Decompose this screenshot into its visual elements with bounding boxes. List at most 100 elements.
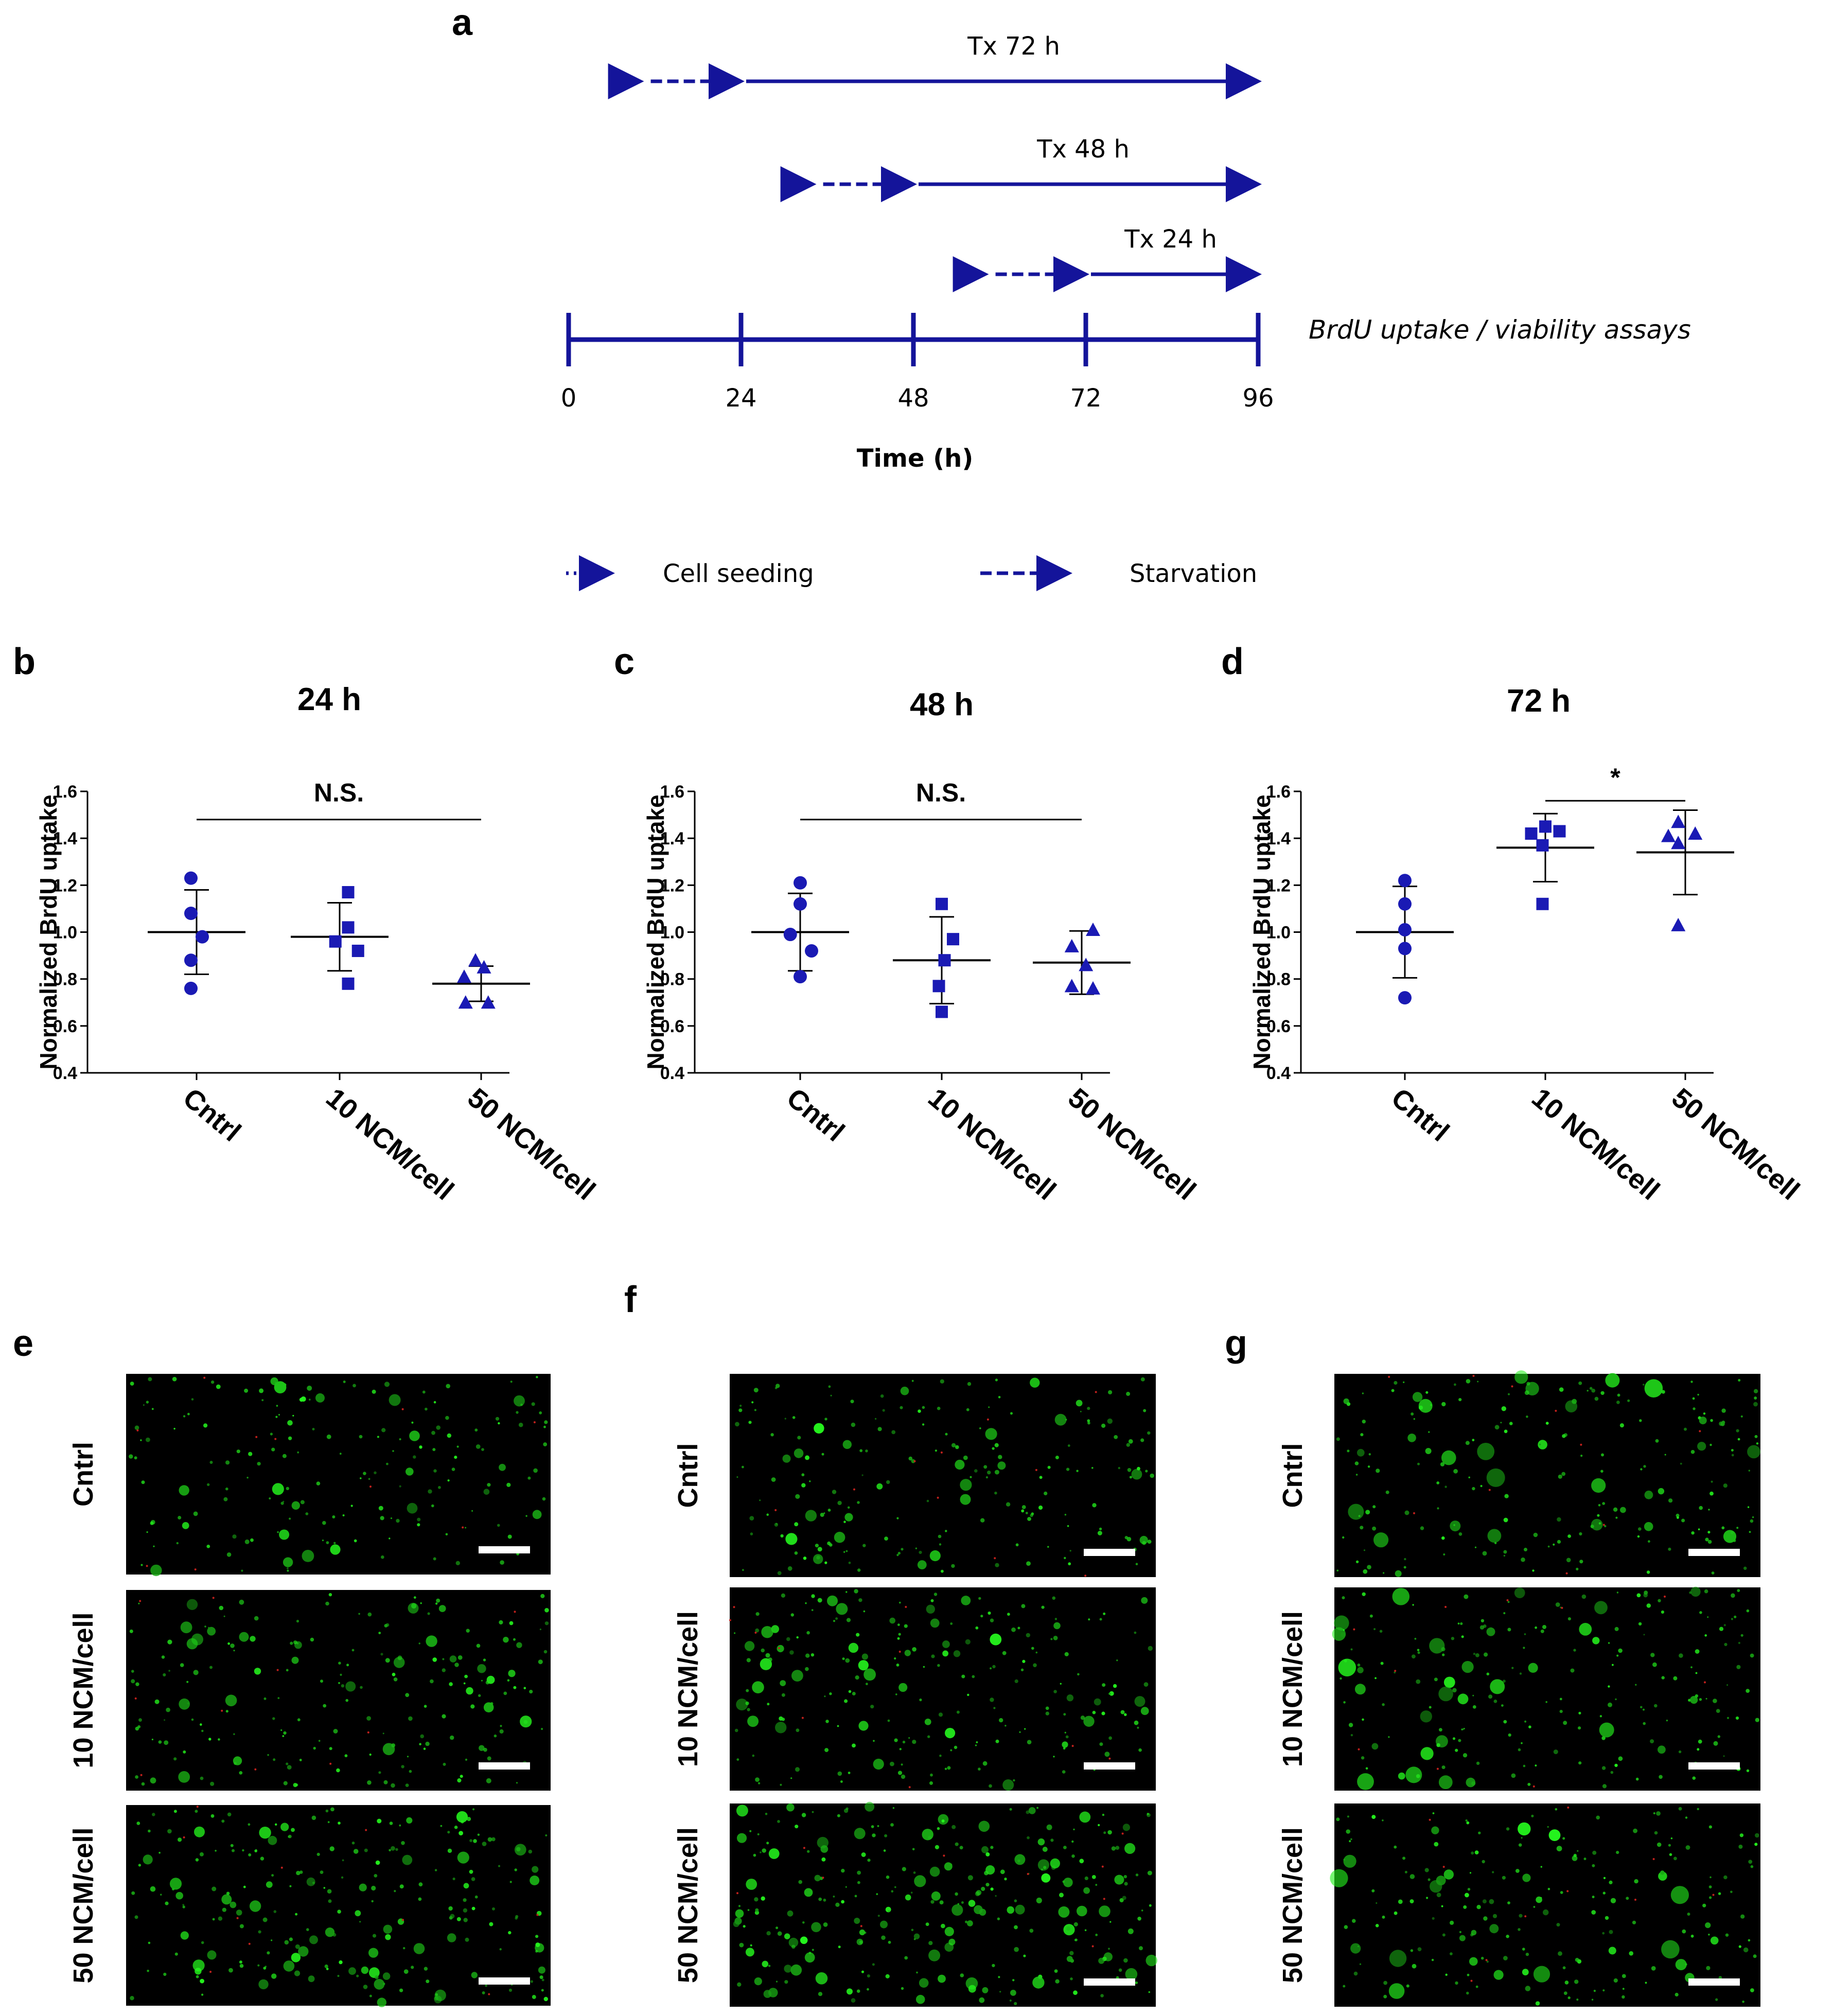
cell-spot xyxy=(300,1500,305,1505)
cell-spot xyxy=(1608,1642,1610,1644)
cell-spot xyxy=(1754,1435,1758,1438)
cell-spot xyxy=(1735,1716,1739,1720)
cell-spot xyxy=(1755,1718,1759,1722)
cell-spot xyxy=(880,1920,888,1929)
cell-spot xyxy=(1143,1409,1147,1412)
dead-cell-spot xyxy=(1442,1866,1445,1868)
data-point-square xyxy=(342,886,355,899)
category-label: 50 NCM/cell xyxy=(1062,1082,1202,1206)
cell-spot xyxy=(1418,1405,1423,1410)
cell-spot xyxy=(841,1900,844,1904)
cell-spot xyxy=(134,1456,137,1460)
cell-spot xyxy=(916,1971,918,1974)
data-point-triangle xyxy=(1086,922,1100,936)
cell-spot xyxy=(1709,1491,1714,1496)
micrograph-image xyxy=(1330,1803,1760,2007)
cell-spot xyxy=(955,1842,959,1846)
cell-spot xyxy=(787,1566,792,1571)
cell-spot xyxy=(1374,1677,1377,1679)
category-label: 10 NCM/cell xyxy=(1526,1082,1665,1206)
scale-bar xyxy=(479,1977,530,1985)
cell-spot xyxy=(1559,1387,1564,1392)
cell-spot xyxy=(1627,1399,1630,1402)
cell-spot xyxy=(433,1557,436,1561)
dead-cell-spot xyxy=(1652,1858,1655,1860)
dead-cell-spot xyxy=(254,1768,257,1771)
cell-spot xyxy=(766,1842,769,1845)
cell-spot xyxy=(367,1612,372,1617)
cell-spot xyxy=(244,1388,249,1393)
cell-spot xyxy=(137,1725,141,1728)
cell-spot xyxy=(954,1745,958,1749)
cell-spot xyxy=(1343,1629,1345,1631)
cell-spot xyxy=(1466,1991,1469,1995)
cell-spot xyxy=(775,1722,787,1734)
cell-spot xyxy=(784,1418,787,1420)
cell-spot xyxy=(158,1740,162,1744)
cell-spot xyxy=(876,1483,883,1490)
cell-spot xyxy=(1053,1690,1057,1693)
cell-spot xyxy=(1147,1870,1152,1876)
dead-cell-spot xyxy=(1580,1443,1582,1446)
cell-spot xyxy=(1572,1855,1578,1861)
cell-spot xyxy=(1708,1509,1710,1511)
cell-spot xyxy=(1140,1377,1145,1382)
dead-cell-spot xyxy=(236,1917,239,1919)
cell-spot xyxy=(539,1629,541,1631)
dead-cell-spot xyxy=(1704,1681,1706,1684)
cell-spot xyxy=(896,1517,899,1519)
cell-spot xyxy=(776,1926,779,1930)
cell-spot xyxy=(183,1415,186,1418)
cell-spot xyxy=(1486,1468,1505,1487)
cell-spot xyxy=(941,1923,945,1929)
cell-spot xyxy=(1590,1525,1594,1528)
cell-spot xyxy=(1678,1750,1682,1754)
cell-spot xyxy=(751,1401,754,1404)
cell-spot xyxy=(167,1639,172,1644)
dead-cell-spot xyxy=(898,1651,901,1653)
cell-spot xyxy=(230,1643,235,1648)
cell-spot xyxy=(248,1823,251,1826)
cell-spot xyxy=(734,1728,738,1732)
cell-spot xyxy=(1332,1627,1346,1641)
cell-spot xyxy=(383,1924,393,1934)
cell-spot xyxy=(998,1976,1000,1978)
cell-spot xyxy=(424,1967,428,1971)
cell-spot xyxy=(450,1735,454,1740)
cell-spot xyxy=(1125,1968,1138,1980)
cell-spot xyxy=(383,1780,388,1784)
cell-spot xyxy=(481,1679,483,1682)
dead-cell-spot xyxy=(146,1565,148,1567)
cell-spot xyxy=(997,1917,1000,1920)
cell-spot xyxy=(1483,1624,1487,1628)
cell-spot xyxy=(1508,1733,1511,1737)
cell-spot xyxy=(1747,1506,1750,1508)
cell-spot xyxy=(342,1859,344,1862)
data-point-triangle xyxy=(468,953,483,967)
cell-spot xyxy=(1459,1935,1466,1941)
cell-spot xyxy=(295,1944,300,1949)
cell-spot xyxy=(848,1690,852,1693)
dead-cell-spot xyxy=(1712,1894,1715,1896)
dead-cell-spot xyxy=(943,1854,945,1857)
row-label: Cntrl xyxy=(1277,1443,1308,1508)
cell-spot xyxy=(1360,1433,1364,1437)
cell-spot xyxy=(994,1443,999,1447)
cell-spot xyxy=(200,1978,204,1984)
cell-spot xyxy=(1343,1854,1356,1868)
cell-spot xyxy=(1394,1911,1398,1915)
cell-spot xyxy=(999,1718,1003,1723)
data-point-square xyxy=(938,954,951,967)
cell-spot xyxy=(1398,1899,1403,1904)
cell-spot xyxy=(1454,1383,1456,1386)
cell-spot xyxy=(1368,1453,1371,1456)
cell-spot xyxy=(844,1699,848,1703)
cell-spot xyxy=(418,1642,420,1644)
cell-spot xyxy=(278,1413,280,1416)
cell-spot xyxy=(430,1679,434,1684)
data-point-square xyxy=(342,977,355,990)
cell-spot xyxy=(1726,1717,1730,1719)
cell-spot xyxy=(1030,1377,1040,1388)
cell-spot xyxy=(904,1650,911,1656)
cell-spot xyxy=(1394,1845,1397,1849)
